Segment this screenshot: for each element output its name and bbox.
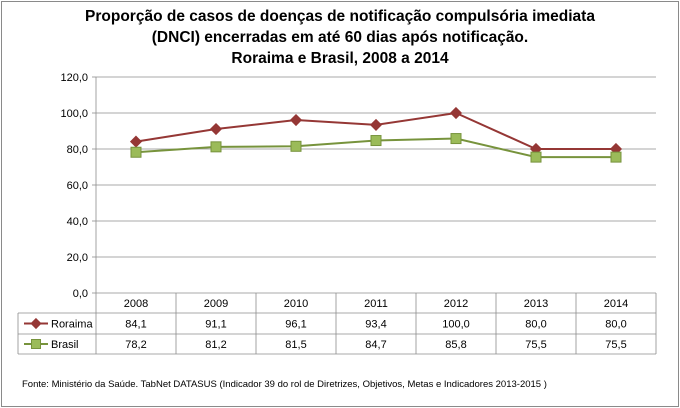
- table-value-roraima: 100,0: [442, 319, 470, 331]
- y-tick-label: 120,0: [60, 72, 88, 84]
- chart-title: Proporção de casos de doenças de notific…: [0, 6, 680, 69]
- table-value-brasil: 81,2: [205, 339, 226, 351]
- data-point-brasil: [210, 141, 222, 153]
- legend-label-brasil: Brasil: [51, 339, 79, 351]
- data-point-brasil: [530, 151, 542, 163]
- x-tick-label: 2012: [444, 298, 468, 310]
- y-tick-label: 100,0: [60, 108, 88, 120]
- chart-title-line-2: (DNCI) encerradas em até 60 dias após no…: [151, 29, 529, 46]
- table-value-roraima: 80,0: [525, 319, 546, 331]
- table-value-roraima: 96,1: [285, 319, 306, 331]
- data-point-brasil: [370, 135, 382, 147]
- data-point-brasil: [450, 133, 462, 145]
- table-value-roraima: 80,0: [605, 319, 626, 331]
- chart-title-line-1: Proporção de casos de doenças de notific…: [85, 8, 595, 25]
- table-value-brasil: 78,2: [125, 339, 146, 351]
- data-point-roraima: [129, 135, 143, 148]
- table-value-brasil: 75,5: [605, 339, 626, 351]
- data-point-brasil: [130, 146, 142, 158]
- table-value-roraima: 93,4: [365, 319, 386, 331]
- y-tick-label: 0,0: [73, 288, 88, 300]
- table-value-brasil: 84,7: [365, 339, 386, 351]
- legend-marker-roraima: [30, 317, 42, 330]
- x-tick-label: 2014: [604, 298, 628, 310]
- y-tick-label: 40,0: [67, 216, 88, 228]
- data-point-roraima: [209, 122, 223, 136]
- source-note: Fonte: Ministério da Saúde. TabNet DATAS…: [22, 379, 547, 390]
- legend-marker-brasil: [31, 339, 41, 349]
- data-point-roraima: [289, 113, 303, 127]
- table-value-brasil: 85,8: [445, 339, 466, 351]
- legend-label-roraima: Roraima: [51, 319, 93, 331]
- chart-title-line-3: Roraima e Brasil, 2008 a 2014: [231, 50, 449, 67]
- x-tick-label: 2009: [204, 298, 228, 310]
- data-point-brasil: [290, 140, 302, 152]
- data-point-brasil: [610, 151, 622, 163]
- x-tick-label: 2008: [124, 298, 148, 310]
- y-tick-label: 60,0: [67, 180, 88, 192]
- y-tick-label: 20,0: [67, 252, 88, 264]
- x-tick-label: 2010: [284, 298, 308, 310]
- table-value-brasil: 75,5: [525, 339, 546, 351]
- data-point-roraima: [449, 106, 463, 120]
- x-tick-label: 2013: [524, 298, 548, 310]
- data-point-roraima: [369, 118, 383, 131]
- table-value-roraima: 91,1: [205, 319, 226, 331]
- table-value-brasil: 81,5: [285, 339, 306, 351]
- table-value-roraima: 84,1: [125, 319, 146, 331]
- y-tick-label: 80,0: [67, 144, 88, 156]
- x-tick-label: 2011: [364, 298, 388, 310]
